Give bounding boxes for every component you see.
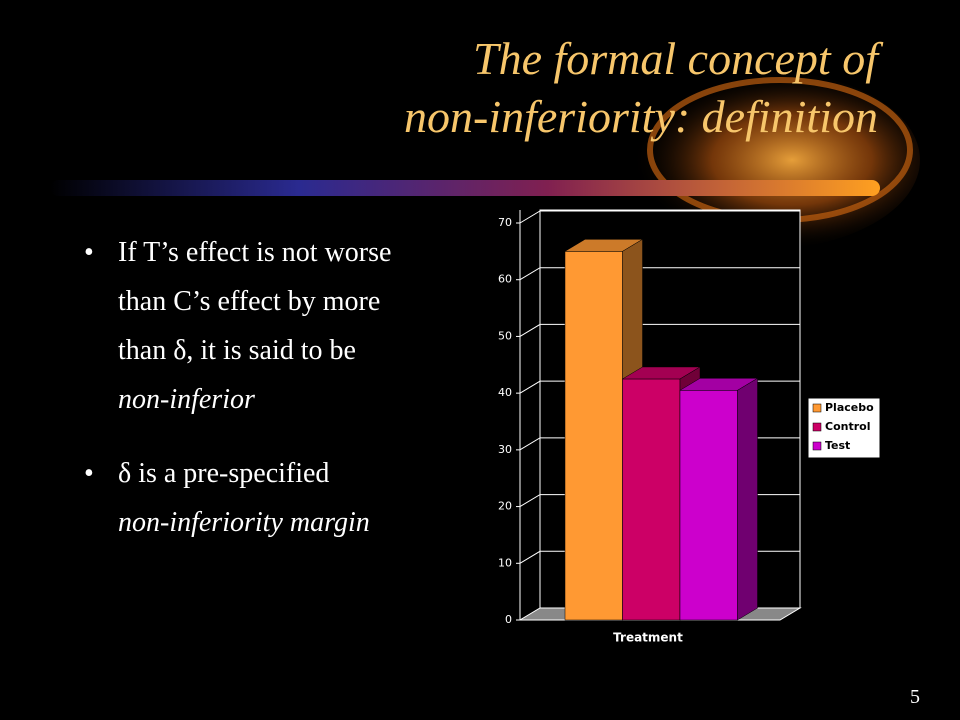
bullet: δ is a pre-specified non-inferiority mar…	[80, 449, 420, 547]
streak	[50, 180, 880, 196]
bullet-text: δ is a pre-specified	[118, 458, 330, 489]
y-tick-label: 70	[498, 216, 512, 229]
bullet: If T’s effect is not worse than C’s effe…	[80, 228, 420, 424]
y-tick-label: 30	[498, 443, 512, 456]
legend-label: Test	[825, 439, 850, 452]
glow	[600, 70, 920, 250]
bar	[679, 390, 738, 621]
title-line: non-inferiority: definition	[404, 91, 878, 142]
y-tick-label: 0	[505, 613, 512, 626]
x-tick-label: Treatment	[613, 631, 683, 645]
grid-line	[519, 323, 800, 337]
legend-swatch	[812, 441, 822, 451]
legend-label: Control	[825, 420, 870, 433]
page-number: 5	[910, 686, 920, 708]
y-tick-label: 10	[498, 556, 512, 569]
grid-line	[519, 210, 800, 224]
legend-swatch	[812, 422, 822, 432]
grid-line	[519, 267, 800, 281]
bar-side	[737, 377, 758, 621]
bullet-text: If T’s effect is not worse than C’s effe…	[118, 237, 392, 366]
y-tick-label: 50	[498, 329, 512, 342]
legend-swatch	[812, 403, 822, 413]
title-line: The formal concept of	[473, 33, 878, 84]
bullet-list: If T’s effect is not worse than C’s effe…	[80, 228, 420, 572]
bar	[622, 378, 681, 621]
bullet-text: non-inferiority margin	[118, 507, 370, 538]
bullet-text: non-inferior	[118, 384, 255, 415]
legend-label: Placebo	[825, 401, 874, 414]
y-tick-label: 60	[498, 273, 512, 286]
y-tick-label: 40	[498, 386, 512, 399]
y-tick-label: 20	[498, 500, 512, 513]
bar	[564, 251, 623, 621]
